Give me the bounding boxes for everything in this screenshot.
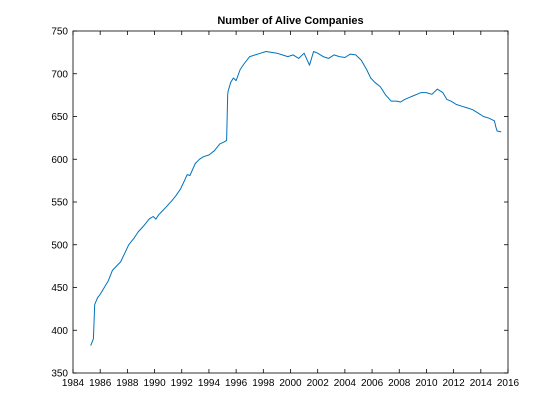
x-axis: 1984 1986 1988 1990 1992 1994 1996 1998 2000 2002… [62,31,520,389]
x-tick-label: 2008 [388,378,411,389]
x-tick-label: 1996 [225,378,248,389]
x-tick-label: 2006 [361,378,384,389]
x-tick-label: 2012 [443,378,466,389]
y-tick-label: 550 [51,198,68,209]
x-tick-label: 2000 [279,378,302,389]
x-tick-label: 2016 [497,378,520,389]
plot-area-border [72,30,509,374]
y-tick-label: 400 [51,326,68,337]
x-tick-label: 1998 [252,378,275,389]
x-tick-label: 2002 [307,378,330,389]
y-tick-label: 600 [51,155,68,166]
y-tick-label: 650 [51,112,68,123]
x-tick-label: 2010 [415,378,438,389]
y-tick-label: 700 [51,69,68,80]
x-tick-label: 1994 [198,378,221,389]
x-tick-label: 1990 [143,378,166,389]
x-tick-label: 1986 [89,378,112,389]
y-tick-label: 500 [51,240,68,251]
x-tick-label: 2014 [470,378,493,389]
series-line-alive-companies [90,51,502,346]
x-tick-label: 1984 [62,378,85,389]
x-tick-label: 2004 [334,378,357,389]
y-tick-label: 450 [51,283,68,294]
y-tick-label: 750 [51,27,68,38]
y-axis: 350 400 450 500 550 600 650 700 750 [51,27,508,380]
y-tick-label: 350 [51,369,68,380]
x-tick-label: 1992 [171,378,194,389]
chart-title: Number of Alive Companies [217,15,363,27]
x-tick-label: 1988 [116,378,139,389]
